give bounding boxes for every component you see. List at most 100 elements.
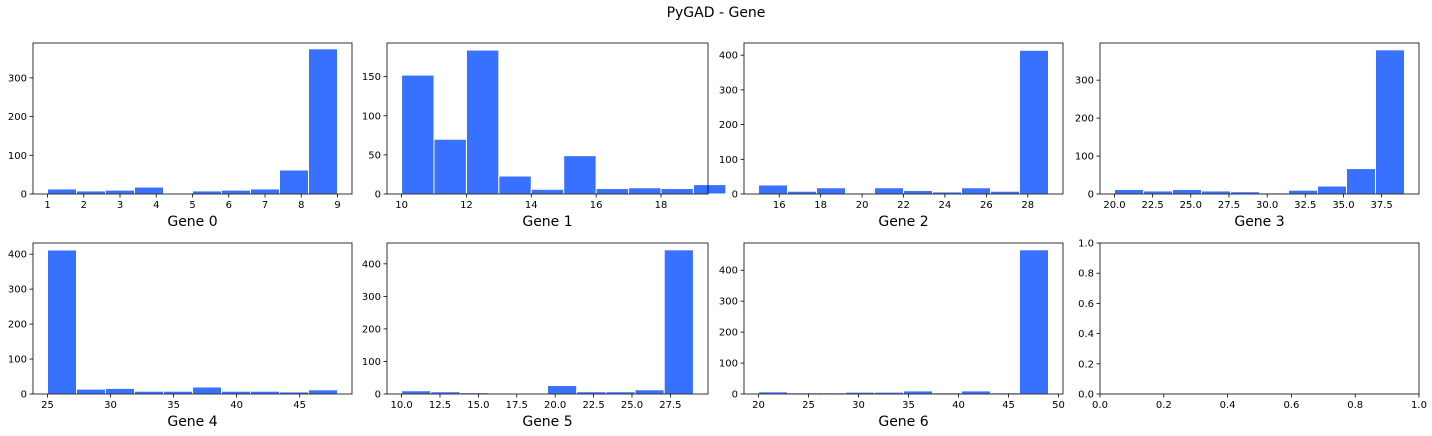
y-tick-label: 200 [1075, 114, 1094, 125]
panel-4: 25 30 35 40 45 0 100 200 300 400 Gene 4 [8, 242, 353, 430]
x-tick-label: 37.5 [1370, 200, 1392, 211]
axes-frame [743, 242, 1064, 395]
x-tick-label: 20.0 [1103, 200, 1125, 211]
x-tick-label: 20 [752, 400, 765, 411]
histogram-bar [221, 189, 251, 195]
y-tick-label: 150 [362, 72, 381, 83]
y-tick-label: 300 [8, 285, 27, 296]
y-tick-label: 0 [21, 190, 27, 201]
x-tick-label: 4 [153, 200, 159, 211]
histogram-bar [1172, 188, 1202, 195]
histogram-bar [1375, 49, 1405, 195]
histogram-bar [308, 389, 338, 395]
histogram-bar [692, 184, 727, 195]
histogram-bar [990, 190, 1020, 195]
x-tick-label: 25.0 [1180, 200, 1202, 211]
x-tick-label: 45 [293, 400, 306, 411]
histogram-bar [498, 175, 532, 195]
histogram-bar [221, 390, 251, 395]
y-tick-label: 0 [375, 190, 381, 201]
x-axis-label: Gene 3 [1234, 214, 1284, 230]
figure-title: PyGAD - Gene [666, 5, 766, 21]
histogram-bar [1019, 249, 1049, 395]
x-tick-label: 45 [1002, 400, 1015, 411]
histogram-bar [76, 190, 106, 195]
x-tick-label: 32.5 [1294, 200, 1316, 211]
x-tick-label: 35 [167, 400, 180, 411]
x-tick-label: 0.4 [1220, 400, 1236, 411]
x-tick-label: 0.6 [1283, 400, 1299, 411]
y-tick-label: 300 [362, 292, 381, 303]
x-tick-label: 22.5 [1142, 200, 1164, 211]
histogram-bar [1288, 189, 1318, 195]
x-axis-label: Gene 1 [522, 214, 572, 230]
axes-frame [32, 242, 353, 395]
histogram-bar [1143, 190, 1173, 195]
x-tick-label: 20 [856, 200, 869, 211]
panel-1: 10 12 14 16 18 0 50 100 150 Gene 1 [362, 42, 727, 230]
x-tick-label: 30 [104, 400, 117, 411]
y-tick-label: 0.4 [1078, 329, 1094, 340]
histogram-bar [279, 169, 309, 195]
x-axis-label: Gene 6 [878, 414, 928, 430]
y-tick-label: 100 [8, 151, 27, 162]
histogram-bar [628, 187, 662, 195]
histogram-bar [563, 155, 597, 195]
histogram-bar [1019, 49, 1049, 195]
x-tick-label: 27.5 [659, 400, 681, 411]
x-tick-label: 8 [298, 200, 304, 211]
x-tick-label: 0.2 [1156, 400, 1172, 411]
x-tick-label: 1.0 [1411, 400, 1427, 411]
x-tick-label: 7 [262, 200, 268, 211]
y-tick-label: 200 [719, 328, 738, 339]
y-tick-label: 200 [719, 120, 738, 131]
histogram-bar [1317, 185, 1347, 195]
x-tick-label: 24 [939, 200, 952, 211]
panel-6: 20 25 30 35 40 45 50 0 100 200 300 400 Gene 6 [719, 242, 1065, 430]
histogram-bar [192, 190, 222, 195]
y-tick-label: 0.6 [1078, 299, 1094, 310]
y-tick-label: 400 [8, 250, 27, 261]
histogram-bar [903, 390, 933, 395]
histogram-bar [76, 388, 106, 395]
x-tick-label: 14 [525, 200, 538, 211]
histogram-bar [105, 189, 135, 195]
histogram-bar [660, 188, 694, 195]
y-tick-label: 0.8 [1078, 269, 1094, 280]
x-axis-label: Gene 2 [878, 214, 928, 230]
histogram-bar [595, 188, 630, 195]
x-tick-label: 12 [460, 200, 473, 211]
y-tick-label: 200 [8, 112, 27, 123]
x-tick-label: 10.0 [390, 400, 412, 411]
x-tick-label: 22 [897, 200, 910, 211]
x-tick-label: 0.8 [1347, 400, 1363, 411]
y-tick-label: 0 [1088, 190, 1094, 201]
x-axis-label: Gene 5 [522, 414, 572, 430]
y-tick-label: 300 [1075, 76, 1094, 87]
histogram-bar [401, 390, 432, 395]
histogram-bar [530, 188, 565, 195]
axes-frame [1099, 242, 1420, 395]
histogram-bar [134, 186, 164, 195]
panel-0: 1 2 3 4 5 6 7 8 9 0 100 200 300 Gene 0 [8, 42, 353, 230]
y-tick-label: 400 [719, 51, 738, 62]
axes-frame [386, 42, 709, 195]
histogram-bar [134, 390, 164, 395]
histogram-bar [634, 389, 665, 395]
y-tick-label: 0 [732, 190, 738, 201]
histogram-bar [192, 386, 222, 395]
histogram-bar [47, 188, 77, 195]
x-tick-label: 18 [655, 200, 668, 211]
x-tick-label: 40 [230, 400, 243, 411]
y-tick-label: 200 [362, 324, 381, 335]
x-tick-label: 18 [814, 200, 827, 211]
panel-5: 10.0 12.5 15.0 17.5 20.0 22.5 25.0 27.5 0 100 200 3… [362, 242, 709, 430]
x-tick-label: 2 [81, 200, 87, 211]
x-axis-label: Gene 0 [167, 214, 217, 230]
x-tick-label: 25.0 [621, 400, 643, 411]
x-tick-label: 10 [395, 200, 408, 211]
x-tick-label: 6 [226, 200, 232, 211]
histogram-bar [1201, 190, 1231, 195]
histogram-bar [433, 138, 467, 195]
